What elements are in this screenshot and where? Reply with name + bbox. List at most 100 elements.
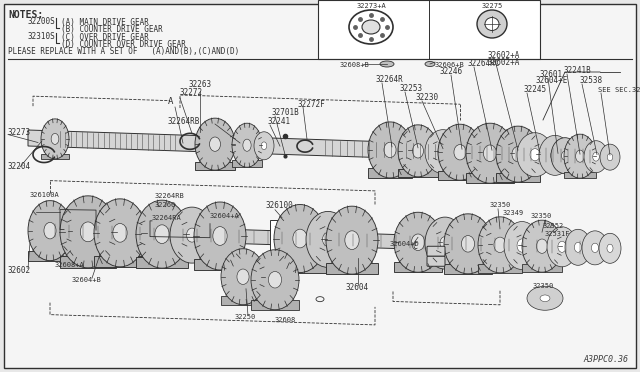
Polygon shape — [194, 259, 246, 270]
Ellipse shape — [51, 134, 59, 144]
Ellipse shape — [80, 222, 96, 242]
Text: 32531F: 32531F — [545, 231, 570, 237]
Text: 32604+B: 32604+B — [72, 277, 102, 283]
Ellipse shape — [398, 125, 438, 177]
Text: 32350: 32350 — [531, 213, 552, 219]
Ellipse shape — [591, 243, 598, 253]
Text: 32273: 32273 — [8, 128, 31, 137]
Text: 32606+B: 32606+B — [435, 62, 465, 68]
Text: 32604+A: 32604+A — [210, 213, 240, 219]
Text: 32352: 32352 — [543, 223, 564, 229]
Bar — [318, 0, 540, 59]
Text: 32264R: 32264R — [376, 75, 404, 84]
Polygon shape — [398, 169, 438, 177]
Ellipse shape — [517, 239, 527, 252]
Ellipse shape — [136, 200, 188, 268]
Ellipse shape — [326, 206, 378, 274]
Ellipse shape — [478, 217, 522, 273]
Ellipse shape — [454, 145, 466, 160]
Text: 32273+A: 32273+A — [356, 3, 386, 9]
Text: 32264RB: 32264RB — [167, 117, 200, 126]
Ellipse shape — [380, 61, 394, 67]
Ellipse shape — [561, 151, 568, 160]
Ellipse shape — [494, 237, 506, 253]
Polygon shape — [60, 256, 116, 268]
Ellipse shape — [274, 205, 326, 273]
Text: 32264RC: 32264RC — [468, 59, 500, 68]
Text: 32604: 32604 — [345, 283, 368, 292]
Text: 32275: 32275 — [481, 3, 502, 9]
Ellipse shape — [599, 233, 621, 263]
Polygon shape — [94, 256, 146, 267]
Ellipse shape — [368, 122, 412, 178]
Text: 32250: 32250 — [235, 314, 256, 320]
Ellipse shape — [564, 134, 596, 178]
Ellipse shape — [254, 132, 274, 160]
Text: 32204: 32204 — [8, 163, 31, 171]
Text: 32264RB: 32264RB — [155, 193, 185, 199]
Text: 32602: 32602 — [8, 266, 31, 275]
Ellipse shape — [512, 147, 524, 162]
Ellipse shape — [550, 150, 559, 161]
Ellipse shape — [293, 229, 307, 248]
Ellipse shape — [504, 222, 540, 270]
Ellipse shape — [170, 207, 214, 263]
Ellipse shape — [438, 124, 482, 180]
Text: 32230: 32230 — [416, 93, 439, 102]
Ellipse shape — [195, 118, 235, 170]
Text: 32608+A: 32608+A — [55, 262, 84, 268]
Ellipse shape — [575, 150, 584, 162]
Ellipse shape — [213, 227, 227, 246]
Text: 32608: 32608 — [275, 317, 296, 323]
Ellipse shape — [440, 237, 450, 250]
Polygon shape — [478, 264, 522, 273]
Text: 326100A: 326100A — [30, 192, 60, 198]
Ellipse shape — [593, 152, 599, 161]
Polygon shape — [30, 223, 600, 255]
Text: 32602+A: 32602+A — [487, 51, 520, 60]
Text: 32272F: 32272F — [298, 100, 326, 109]
Ellipse shape — [582, 231, 608, 265]
Text: 32200S: 32200S — [28, 17, 56, 26]
Ellipse shape — [362, 20, 380, 34]
Polygon shape — [41, 154, 69, 159]
Polygon shape — [368, 168, 412, 178]
Ellipse shape — [113, 224, 127, 242]
Text: 32246: 32246 — [440, 67, 463, 76]
Ellipse shape — [155, 225, 169, 244]
Text: A3PPC0.36: A3PPC0.36 — [583, 355, 628, 364]
Polygon shape — [195, 162, 235, 170]
Ellipse shape — [584, 141, 608, 173]
Ellipse shape — [461, 235, 475, 252]
Polygon shape — [466, 173, 514, 183]
Ellipse shape — [438, 145, 448, 158]
Ellipse shape — [345, 231, 359, 250]
Text: 32310S: 32310S — [28, 32, 56, 41]
Ellipse shape — [261, 142, 267, 150]
Polygon shape — [221, 296, 265, 305]
Text: 32263: 32263 — [188, 80, 212, 89]
Ellipse shape — [530, 149, 540, 161]
Ellipse shape — [243, 139, 251, 151]
Ellipse shape — [600, 144, 620, 170]
Ellipse shape — [425, 130, 461, 174]
Text: 32538: 32538 — [579, 76, 602, 85]
Ellipse shape — [607, 244, 613, 253]
Ellipse shape — [413, 144, 424, 158]
Text: 32604+D: 32604+D — [390, 241, 420, 247]
Text: 32260: 32260 — [155, 202, 176, 208]
Text: SEE SEC.321: SEE SEC.321 — [598, 87, 640, 93]
Text: 32241: 32241 — [267, 117, 290, 126]
Text: (C) OVER DRIVE GEAR: (C) OVER DRIVE GEAR — [61, 33, 149, 42]
Ellipse shape — [232, 123, 262, 167]
Ellipse shape — [41, 119, 69, 159]
Polygon shape — [251, 300, 299, 310]
Text: (B) COUNTER DRIVE GEAR: (B) COUNTER DRIVE GEAR — [61, 25, 163, 34]
Ellipse shape — [551, 138, 579, 174]
Ellipse shape — [425, 217, 465, 269]
Ellipse shape — [496, 126, 540, 182]
Ellipse shape — [323, 232, 333, 246]
Ellipse shape — [517, 133, 553, 177]
Ellipse shape — [527, 286, 563, 310]
Polygon shape — [136, 257, 188, 268]
